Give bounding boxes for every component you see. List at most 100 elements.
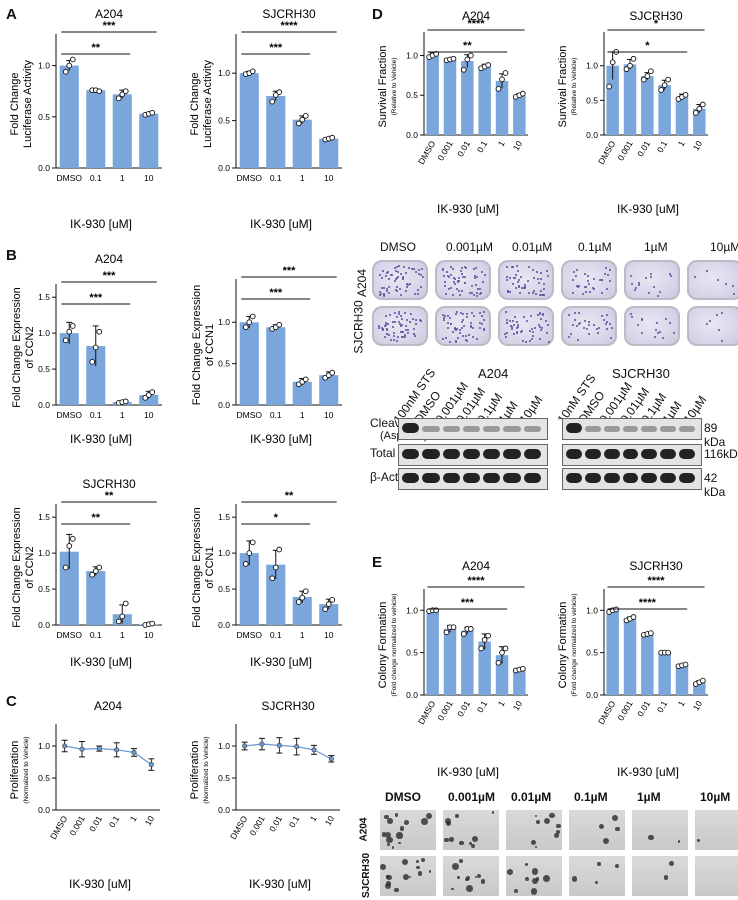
colony-dot (577, 323, 580, 326)
colony-dot (473, 275, 476, 278)
colony-dot (576, 286, 579, 289)
y-tick-label: 1.0 (586, 605, 598, 615)
colony-spot (602, 838, 609, 845)
colony-spot (387, 842, 391, 847)
protein-band (523, 473, 541, 483)
colony-dot (406, 331, 409, 334)
colony-dot (573, 318, 576, 321)
data-point (246, 319, 253, 326)
protein-band (641, 449, 658, 459)
x-tick-label: DMSO (48, 814, 70, 841)
x-tick-label: 0.001 (615, 699, 634, 723)
colony-dot (532, 269, 535, 272)
y-tick-label: 0.0 (38, 163, 50, 173)
data-point (92, 344, 99, 351)
protein-band (483, 449, 501, 459)
colony-dot (404, 289, 407, 292)
chart-b-a204-ccn2: A204 Fold Change Expression of CCN2 0.0 0.5 1… (11, 252, 162, 446)
bar (675, 665, 689, 695)
bar (641, 76, 654, 135)
y-tick-label: 0.0 (218, 620, 230, 630)
colony-dot (392, 331, 395, 334)
y-axis-label-line2: of CCN1 (204, 546, 216, 588)
colony-dot (604, 322, 607, 325)
colony-dot (511, 319, 514, 322)
colony-dot (410, 312, 413, 315)
colony-spot (386, 874, 392, 880)
colony-dot (539, 329, 542, 331)
colony-dot (574, 311, 577, 314)
colony-dot (630, 316, 633, 319)
protein-band (603, 449, 620, 459)
colony-dot (670, 275, 673, 278)
colony-spot (594, 880, 598, 884)
data-point (249, 539, 256, 546)
colony-dot (517, 279, 520, 282)
colony-dot (508, 291, 511, 294)
colony-spot (542, 874, 550, 882)
x-axis-label: IK-930 [uM] (69, 877, 131, 891)
colony-dot (546, 275, 549, 278)
data-point (460, 631, 467, 637)
x-tick-label: 10 (511, 699, 525, 712)
significance-label: * (274, 512, 279, 524)
colony-dot (479, 321, 482, 324)
data-point (665, 649, 672, 656)
x-tick-label: 0.01 (267, 814, 284, 834)
colony-dot (531, 330, 534, 333)
protein-band (402, 473, 420, 483)
kda-label: 116kDa (704, 447, 738, 461)
colony-dot (528, 339, 531, 342)
x-tick-label: 1 (120, 410, 125, 420)
colony-dot (400, 324, 403, 326)
colony-dot (382, 328, 385, 331)
colony-dot (609, 269, 612, 272)
x-tick-label: 10 (691, 139, 705, 152)
colony-dot (420, 274, 423, 277)
colony-dot (379, 291, 382, 294)
significance-label: **** (647, 575, 665, 587)
colony-dot (505, 265, 508, 268)
colony-dot (481, 322, 484, 325)
colony-dot (392, 326, 395, 329)
y-tick-label: 0.0 (406, 130, 418, 140)
x-tick-label: 1 (676, 139, 687, 148)
series-line (244, 743, 332, 760)
panel-label-a: A (6, 6, 17, 23)
data-point (242, 561, 249, 567)
colony-dot (470, 322, 473, 325)
bar (139, 394, 159, 405)
protein-band (523, 449, 541, 459)
colony-dot (650, 273, 653, 276)
colony-dot (475, 276, 478, 279)
bar (658, 85, 671, 135)
bar (266, 327, 286, 405)
colony-dot (588, 320, 591, 323)
data-point (519, 665, 526, 672)
dish-column-label: 0.001µM (446, 240, 493, 254)
colony-spot (525, 863, 529, 866)
y-tick-label: 0.0 (38, 620, 50, 630)
colony-dot (655, 328, 658, 331)
protein-band (641, 473, 658, 483)
colony-dot (520, 329, 523, 332)
colony-dot (465, 340, 468, 343)
x-tick-label: 1 (120, 630, 125, 640)
x-tick-label: 0.1 (107, 814, 122, 829)
chart-title: A204 (95, 7, 123, 21)
colony-dot (385, 272, 388, 275)
protein-band (483, 426, 501, 432)
microscopy-image (506, 810, 562, 850)
colony-dot (385, 323, 388, 326)
data-point (519, 90, 526, 97)
colony-dot (394, 280, 397, 282)
x-tick-label: 0.01 (455, 139, 472, 159)
colony-spot (385, 881, 391, 887)
colony-spot (456, 875, 460, 879)
colony-spot (532, 878, 538, 884)
colony-dot (482, 319, 485, 322)
microscopy-image (695, 810, 738, 850)
colony-dot (637, 323, 640, 326)
colony-dot (532, 334, 535, 337)
x-tick-label: DMSO (416, 699, 438, 726)
